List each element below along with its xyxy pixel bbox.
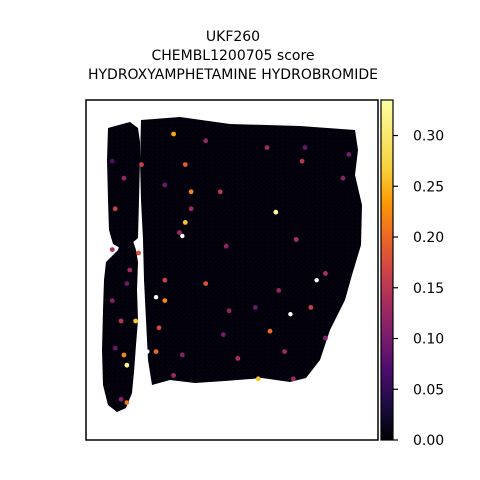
white-spot-2 xyxy=(145,349,150,354)
score-spot-36 xyxy=(156,325,162,331)
chart-title-line-1: UKF260 xyxy=(205,29,261,45)
score-spot-1 xyxy=(203,138,209,144)
score-spot-33 xyxy=(308,305,314,310)
score-spot-14 xyxy=(112,206,118,212)
score-spot-4 xyxy=(346,152,352,157)
white-spot-5 xyxy=(133,390,138,395)
score-spot-3 xyxy=(302,145,308,151)
score-spot-40 xyxy=(112,345,118,351)
colorbar-tick-label-0: 0.00 xyxy=(413,433,444,449)
score-spot-37 xyxy=(220,332,226,337)
score-spot-51 xyxy=(124,400,130,405)
score-spot-31 xyxy=(226,308,232,314)
score-spot-29 xyxy=(109,298,115,303)
score-spot-24 xyxy=(124,281,130,286)
score-spot-21 xyxy=(223,243,229,249)
score-spot-8 xyxy=(299,158,305,164)
score-spot-43 xyxy=(179,352,185,358)
colorbar-tick-label-4: 0.20 xyxy=(413,230,444,246)
score-spot-22 xyxy=(293,237,299,242)
score-spot-23 xyxy=(127,267,133,273)
score-spot-30 xyxy=(162,298,168,303)
score-spot-16 xyxy=(273,209,279,215)
score-spot-13 xyxy=(340,175,346,181)
score-spot-20 xyxy=(177,230,182,236)
colorbar-gradient xyxy=(380,99,394,441)
colorbar-tick-label-3: 0.15 xyxy=(413,281,444,297)
colorbar-tick-label-1: 0.05 xyxy=(413,382,444,398)
white-spot-3 xyxy=(314,278,319,283)
score-spot-35 xyxy=(133,318,139,324)
score-spot-9 xyxy=(121,175,127,181)
score-spot-0 xyxy=(171,131,177,137)
score-spot-27 xyxy=(276,288,282,293)
score-spot-32 xyxy=(252,305,258,310)
score-spot-49 xyxy=(290,376,296,382)
score-spot-47 xyxy=(171,373,177,378)
score-spot-10 xyxy=(162,182,168,188)
score-spot-11 xyxy=(188,189,194,195)
score-spot-25 xyxy=(162,277,168,283)
score-spot-17 xyxy=(182,220,188,225)
score-spot-45 xyxy=(282,349,287,354)
score-spot-50 xyxy=(118,396,124,402)
white-spot-1 xyxy=(153,295,159,300)
score-spot-42 xyxy=(153,349,159,354)
colorbar-tick-label-6: 0.30 xyxy=(413,129,444,145)
score-spot-5 xyxy=(109,158,115,164)
score-spot-41 xyxy=(121,352,127,358)
scored-spots-layer xyxy=(109,131,352,405)
score-spot-6 xyxy=(139,162,144,168)
score-spot-39 xyxy=(323,335,328,341)
score-spot-15 xyxy=(188,206,194,212)
score-spot-7 xyxy=(182,162,188,168)
score-spot-19 xyxy=(136,250,141,256)
score-spot-44 xyxy=(235,356,241,361)
score-spot-38 xyxy=(267,328,273,334)
score-spot-48 xyxy=(255,376,261,382)
score-spot-34 xyxy=(118,318,124,324)
score-spot-28 xyxy=(323,271,328,276)
white-spot-4 xyxy=(288,312,293,317)
score-spot-12 xyxy=(217,189,223,195)
score-spot-2 xyxy=(264,145,270,151)
colorbar-tick-label-5: 0.25 xyxy=(413,179,444,195)
white-spot-0 xyxy=(180,233,185,239)
colorbar-ticks: 0.00 0.05 0.10 0.15 0.20 0.25 0.30 xyxy=(393,129,444,449)
score-spot-26 xyxy=(203,281,209,286)
chart-title-line-2: CHEMBL1200705 score xyxy=(151,48,315,64)
score-spot-46 xyxy=(124,362,130,368)
score-spot-18 xyxy=(109,247,115,253)
chart-title-line-3: HYDROXYAMPHETAMINE HYDROBROMIDE xyxy=(87,67,379,83)
colorbar-tick-label-2: 0.10 xyxy=(413,332,444,348)
